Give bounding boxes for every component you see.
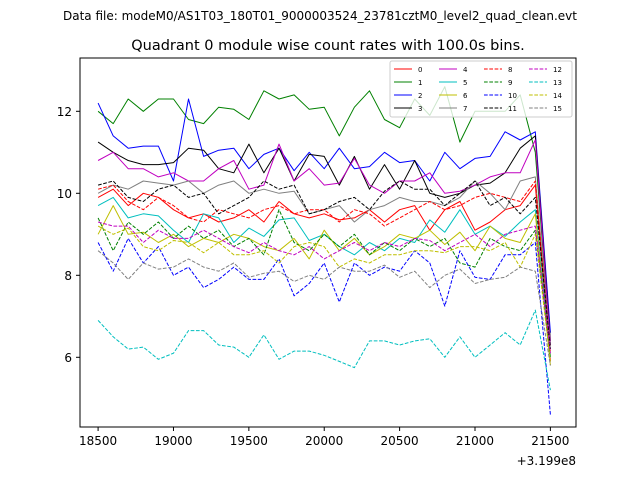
series-line-11: [97, 180, 551, 350]
legend-label-5: 5: [463, 79, 467, 87]
x-tick-label: 20000: [305, 434, 343, 448]
series-line-0: [97, 184, 551, 362]
series-lines: [97, 86, 551, 415]
legend-label-10: 10: [508, 92, 517, 100]
axes-frame: [79, 57, 577, 428]
legend-label-3: 3: [418, 105, 422, 113]
series-line-2: [97, 98, 551, 333]
y-axis: 6 8 10 12: [57, 105, 80, 365]
y-tick-label: 10: [57, 187, 72, 201]
legend-label-7: 7: [463, 105, 467, 113]
series-line-10: [97, 237, 551, 415]
x-axis: 18500 19000 19500 20000 20500 21000 21500: [79, 427, 569, 448]
legend-label-14: 14: [553, 92, 562, 100]
x-tick-label: 20500: [381, 434, 419, 448]
series-line-6: [97, 205, 551, 366]
legend-label-15: 15: [553, 105, 562, 113]
y-tick-label: 8: [64, 269, 72, 283]
legend-label-12: 12: [553, 66, 562, 74]
y-tick-label: 6: [64, 351, 72, 365]
y-tick-label: 12: [57, 105, 72, 119]
x-offset-label: +3.199e8: [517, 454, 576, 468]
x-tick-label: 18500: [79, 434, 117, 448]
legend-label-13: 13: [553, 79, 562, 87]
x-tick-label: 19500: [230, 434, 268, 448]
x-tick-label: 19000: [154, 434, 192, 448]
x-tick-label: 21500: [531, 434, 569, 448]
legend-label-8: 8: [508, 66, 512, 74]
legend-label-2: 2: [418, 92, 422, 100]
legend-label-0: 0: [418, 66, 422, 74]
legend-box: [389, 60, 573, 118]
series-line-14: [97, 225, 551, 362]
legend-label-4: 4: [463, 66, 468, 74]
series-line-5: [97, 196, 551, 358]
x-tick-label: 21000: [456, 434, 494, 448]
series-line-9: [97, 209, 551, 358]
series-line-13: [97, 309, 551, 391]
plot-area: 18500 19000 19500 20000 20500 21000 21500 6810…: [57, 57, 577, 468]
data-file-header: Data file: modeM0/AS1T03_180T01_90000035…: [63, 9, 577, 23]
series-line-12: [97, 221, 551, 354]
legend-label-9: 9: [508, 79, 512, 87]
series-line-4: [97, 139, 551, 346]
legend-label-1: 1: [418, 79, 422, 87]
legend-label-11: 11: [508, 105, 517, 113]
chart-title: Quadrant 0 module wise count rates with …: [131, 38, 525, 54]
series-line-15: [97, 250, 551, 366]
legend-label-6: 6: [463, 92, 468, 100]
